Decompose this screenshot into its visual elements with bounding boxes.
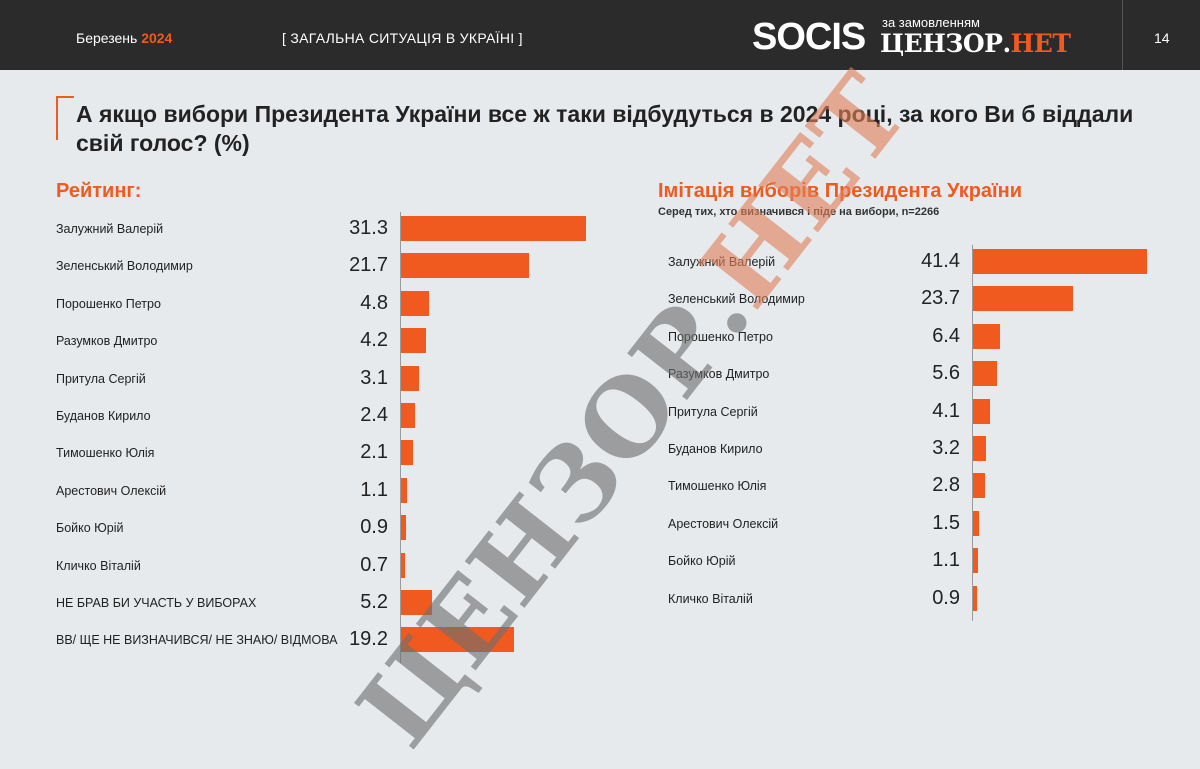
category-label: НЕ БРАВ БИ УЧАСТЬ У ВИБОРАХ <box>56 596 257 610</box>
bar <box>973 249 1147 274</box>
value-label: 41.4 <box>921 250 960 272</box>
category-label: Тимошенко Юлія <box>56 446 155 461</box>
bar <box>973 323 1000 349</box>
category-label: Бойко Юрій <box>668 554 736 569</box>
category-label: Кличко Віталій <box>56 558 141 573</box>
value-label: 4.2 <box>360 329 388 352</box>
censor-logo: ЦЕНЗОР.НЕТ <box>880 29 1071 58</box>
value-label: 4.1 <box>932 399 960 422</box>
value-label: 1.1 <box>932 549 960 572</box>
category-label: Арестович Олексій <box>668 516 779 531</box>
category-label: Бойко Юрій <box>56 521 124 536</box>
chart-left-title: Рейтинг: <box>56 180 142 202</box>
category-label: Зеленський Володимир <box>56 259 193 274</box>
chart-axis <box>972 245 973 621</box>
bar <box>401 627 515 653</box>
value-label: 5.6 <box>932 362 960 385</box>
bar <box>401 515 407 541</box>
report-year: 2024 <box>141 30 173 46</box>
category-label: Залужний Валерій <box>56 222 164 236</box>
category-label: Порошенко Петро <box>668 329 773 344</box>
report-month: Березень <box>76 30 138 46</box>
bar <box>973 548 978 574</box>
bar <box>401 477 408 503</box>
value-label: 21.7 <box>349 254 388 277</box>
bar <box>401 403 416 428</box>
category-label: Арестович Олексій <box>56 483 167 498</box>
category-label: Порошенко Петро <box>56 296 161 311</box>
bar <box>973 361 997 387</box>
bar <box>973 286 1073 312</box>
category-label: Буданов Кирило <box>56 409 151 423</box>
value-label: 6.4 <box>932 324 960 347</box>
value-label: 19.2 <box>349 628 388 651</box>
bar <box>401 590 432 615</box>
question-bracket <box>56 96 74 140</box>
commissioned-by-note: за замовленням <box>882 15 980 30</box>
value-label: 5.2 <box>360 591 388 613</box>
bar <box>401 253 530 279</box>
bar <box>973 473 985 499</box>
category-label: Буданов Кирило <box>668 442 763 456</box>
value-label: 2.8 <box>932 474 960 497</box>
value-label: 0.9 <box>932 586 960 609</box>
page-number: 14 <box>1154 30 1170 46</box>
bar <box>401 328 426 354</box>
chart-right-title: Імітація виборів Президента України <box>658 180 1023 202</box>
bar <box>973 510 980 536</box>
chart-right-subtitle: Серед тих, хто визначився і піде на вибо… <box>658 206 940 218</box>
bar <box>401 216 586 241</box>
category-label: Кличко Віталій <box>668 591 753 606</box>
category-label: Разумков Дмитро <box>668 367 770 382</box>
bar <box>401 440 414 466</box>
value-label: 0.7 <box>360 553 388 576</box>
category-label: ВВ/ ЩЕ НЕ ВИЗНАЧИВСЯ/ НЕ ЗНАЮ/ ВІДМОВА <box>56 633 338 648</box>
category-label: Разумков Дмитро <box>56 334 158 349</box>
socis-logo: SOCIS <box>752 16 866 58</box>
bar <box>401 290 430 316</box>
question-title: А якщо вибори Президента України все ж т… <box>76 101 1134 156</box>
value-label: 0.9 <box>360 516 388 539</box>
category-label: Зеленський Володимир <box>668 292 805 307</box>
category-label: Притула Сергій <box>56 371 146 386</box>
bar <box>401 365 420 391</box>
header-divider <box>1122 0 1123 70</box>
value-label: 1.1 <box>360 478 388 501</box>
value-label: 3.1 <box>360 366 388 389</box>
value-label: 1.5 <box>932 511 960 534</box>
section-label: [ ЗАГАЛЬНА СИТУАЦІЯ В УКРАЇНІ ] <box>282 30 523 46</box>
value-label: 2.4 <box>360 404 388 426</box>
chart-axis <box>400 212 401 663</box>
header-bar: Березень 2024 [ ЗАГАЛЬНА СИТУАЦІЯ В УКРА… <box>0 0 1200 70</box>
category-label: Притула Сергій <box>668 404 758 419</box>
category-label: Тимошенко Юлія <box>668 479 767 494</box>
value-label: 31.3 <box>349 217 388 239</box>
censor-logo-main: ЦЕНЗОР. <box>880 29 1011 58</box>
bar <box>973 398 991 424</box>
category-label: Залужний Валерій <box>668 255 776 269</box>
bar <box>973 436 987 461</box>
value-label: 4.8 <box>360 291 388 314</box>
bar <box>401 552 406 578</box>
report-date: Березень 2024 <box>76 30 172 46</box>
censor-logo-net: НЕТ <box>1010 29 1071 58</box>
bar <box>973 585 977 611</box>
value-label: 2.1 <box>360 441 388 464</box>
value-label: 3.2 <box>932 437 960 459</box>
value-label: 23.7 <box>921 287 960 310</box>
